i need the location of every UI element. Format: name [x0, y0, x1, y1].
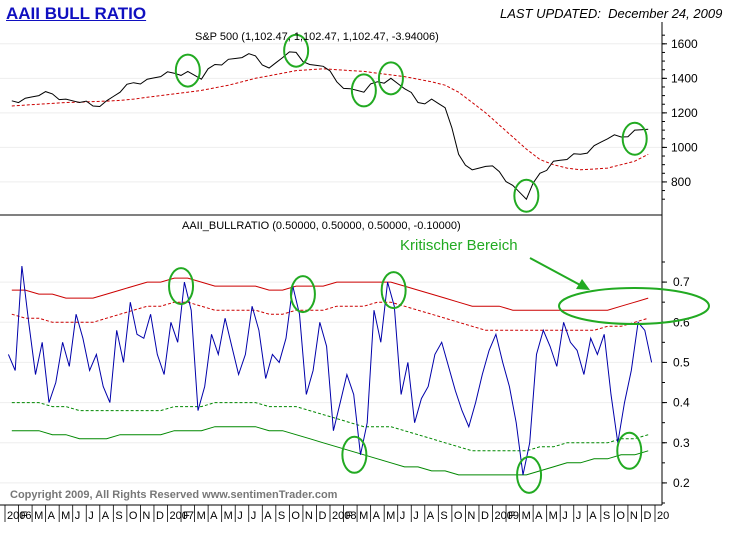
- x-tick-label: M: [386, 510, 395, 522]
- x-tick-label: A: [102, 510, 110, 522]
- x-tick-label: J: [251, 510, 257, 522]
- x-tick-label: F: [508, 510, 515, 522]
- bull-ratio-line: [7, 265, 653, 476]
- x-tick-label: M: [359, 510, 368, 522]
- annotation-text: Kritischer Bereich: [400, 237, 518, 254]
- x-tick-label: F: [346, 510, 353, 522]
- price-highlight-ellipse: [621, 121, 648, 156]
- critical-zone-ellipse: [558, 287, 710, 325]
- x-tick-label: J: [75, 510, 81, 522]
- ratio-panel-title: AAII_BULLRATIO (0.50000, 0.50000, 0.5000…: [182, 220, 461, 232]
- x-tick-label: M: [549, 510, 558, 522]
- x-tick-label: N: [142, 510, 150, 522]
- x-tick-label: O: [129, 510, 138, 522]
- price-tick-label: 1200: [671, 106, 698, 120]
- x-tick-label: A: [427, 510, 435, 522]
- price-panel-grid: [0, 43, 662, 183]
- price-y-axis: 800 1000 1200 1400 1600: [662, 34, 698, 200]
- sp500-price-line: [11, 51, 649, 201]
- ratio-highlight-ellipse: [380, 271, 407, 310]
- x-tick-label: 2007: [170, 510, 194, 522]
- ratio-tick-label: 0.4: [673, 396, 690, 410]
- price-highlight-ellipse: [174, 53, 201, 88]
- x-tick-label: S: [278, 510, 285, 522]
- x-tick-label: D: [643, 510, 651, 522]
- x-tick-label: J: [576, 510, 582, 522]
- sp500-moving-average-line: [11, 68, 649, 171]
- ratio-upper-band-dashed: [11, 301, 649, 331]
- x-tick-label: S: [440, 510, 447, 522]
- x-tick-label: A: [48, 510, 56, 522]
- last-updated-label: LAST UPDATED:: [500, 6, 601, 21]
- ratio-tick-label: 0.6: [673, 315, 690, 329]
- last-updated: LAST UPDATED: December 24, 2009: [500, 6, 722, 21]
- x-tick-label: J: [413, 510, 419, 522]
- x-tick-label: J: [237, 510, 243, 522]
- x-tick-label: J: [400, 510, 406, 522]
- x-tick-label: S: [603, 510, 610, 522]
- x-tick-label: M: [34, 510, 43, 522]
- x-tick-label: O: [291, 510, 300, 522]
- x-tick-label: O: [454, 510, 463, 522]
- x-tick-label: A: [589, 510, 597, 522]
- ratio-lower-band-solid: [11, 426, 649, 476]
- x-tick-label: J: [88, 510, 94, 522]
- annotation-arrow: [529, 257, 590, 290]
- x-tick-label: M: [61, 510, 70, 522]
- price-tick-label: 1600: [671, 37, 698, 51]
- price-highlight-ellipse: [513, 178, 540, 213]
- x-tick-label: N: [630, 510, 638, 522]
- sp500-panel-title: S&P 500 (1,102.47, 1,102.47, 1,102.47, -…: [195, 31, 439, 43]
- x-tick-label: N: [305, 510, 313, 522]
- price-tick-label: 1400: [671, 71, 698, 85]
- x-tick-label: D: [156, 510, 164, 522]
- copyright-text: Copyright 2009, All Rights Reserved www.…: [10, 489, 338, 501]
- ratio-tick-label: 0.2: [673, 476, 690, 490]
- x-tick-label: O: [616, 510, 625, 522]
- ratio-highlight-ellipse: [516, 455, 543, 494]
- ratio-y-axis: 0.2 0.3 0.4 0.5 0.6 0.7: [662, 261, 690, 504]
- x-tick-label: 2009: [495, 510, 519, 522]
- page-title: AAII BULL RATIO: [6, 4, 147, 23]
- x-tick-label: D: [481, 510, 489, 522]
- ratio-highlight-ellipse: [616, 431, 643, 470]
- x-tick-label: A: [535, 510, 543, 522]
- x-tick-label: 20: [657, 510, 669, 522]
- ratio-highlight-ellipse: [289, 275, 316, 314]
- x-tick-label: A: [210, 510, 218, 522]
- ratio-tick-label: 0.5: [673, 355, 690, 369]
- ratio-panel-grid: [0, 281, 662, 484]
- last-updated-date: December 24, 2009: [608, 6, 723, 21]
- ratio-tick-label: 0.3: [673, 436, 690, 450]
- price-highlight-ellipse: [377, 61, 404, 96]
- ratio-tick-label: 0.7: [673, 275, 690, 289]
- x-tick-label: D: [318, 510, 326, 522]
- x-tick-label: N: [467, 510, 475, 522]
- price-highlight-ellipse: [350, 73, 377, 108]
- price-highlight-ellipse: [283, 33, 310, 68]
- x-tick-label: F: [183, 510, 190, 522]
- x-tick-label: 2008: [332, 510, 356, 522]
- x-tick-label: S: [115, 510, 122, 522]
- ratio-highlight-ellipse: [341, 435, 368, 474]
- ratio-upper-band-solid: [11, 277, 649, 311]
- x-tick-label: A: [264, 510, 272, 522]
- price-tick-label: 800: [671, 175, 691, 189]
- x-tick-label: M: [197, 510, 206, 522]
- x-tick-label: M: [224, 510, 233, 522]
- x-tick-label: A: [373, 510, 381, 522]
- ratio-lower-band-dashed: [11, 402, 649, 452]
- x-tick-label: J: [562, 510, 568, 522]
- x-tick-label: F: [21, 510, 28, 522]
- x-tick-label: M: [522, 510, 531, 522]
- ratio-highlight-ellipse: [168, 267, 195, 306]
- x-tick-label: 2006: [7, 510, 31, 522]
- price-tick-label: 1000: [671, 140, 698, 154]
- highlight-ellipses: [168, 33, 648, 494]
